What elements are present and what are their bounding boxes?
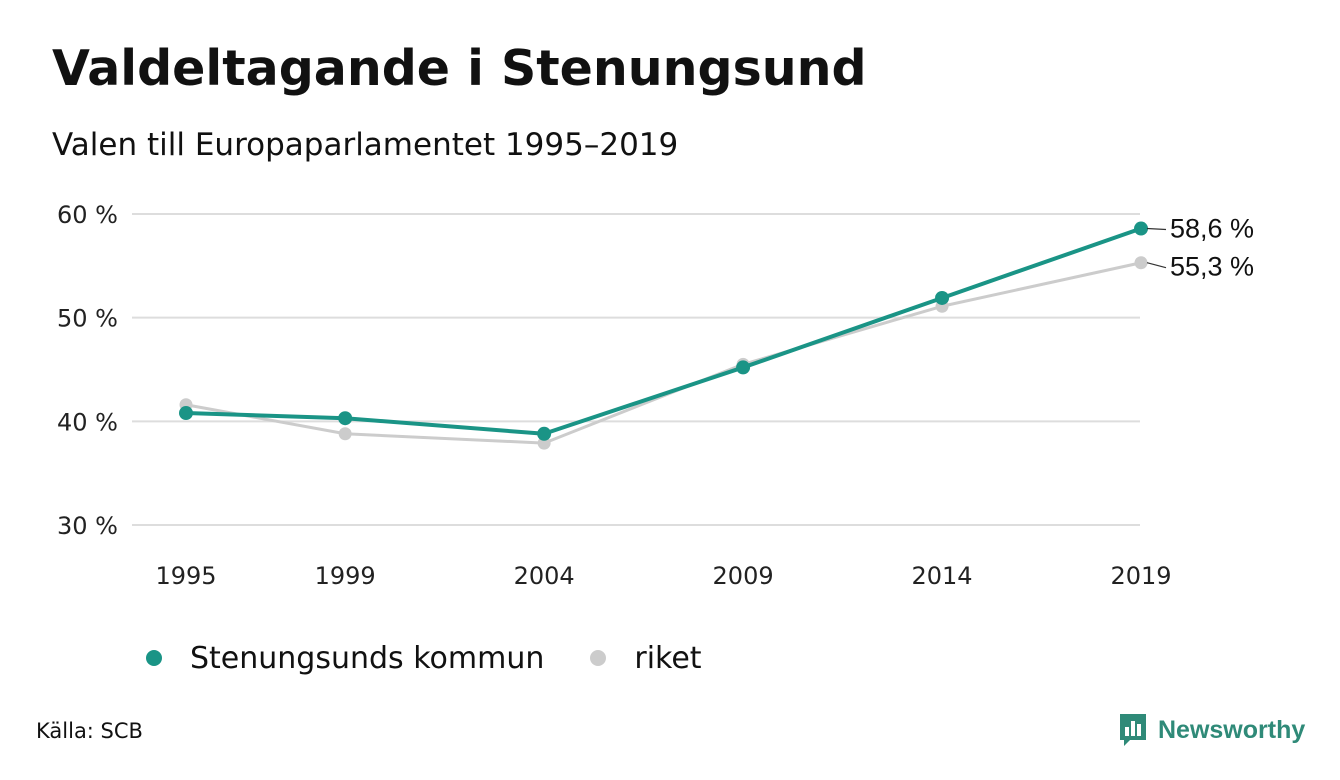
y-tick-label: 40 % [57,408,118,436]
end-value-label: 55,3 % [1170,252,1254,282]
x-tick-label: 1999 [315,562,376,590]
x-tick-label: 2014 [912,562,973,590]
label-leader-line [1146,262,1167,269]
y-tick-label: 60 % [57,201,118,229]
source-note: Källa: SCB [36,719,143,743]
legend-label: riket [634,640,702,676]
y-tick-label: 50 % [57,305,118,333]
label-leader-line [1146,227,1167,231]
x-tick-label: 1995 [155,562,216,590]
x-axis-tick-labels: 1995 1999 2004 2009 2014 2019 [155,562,1171,590]
brand-logo: Newsworthy [1118,712,1305,748]
line-chart: 30 % 40 % 50 % 60 % 1995 1999 2004 2009 2014 201… [57,201,1254,590]
legend-dot-icon [590,650,607,666]
data-point [179,406,193,421]
grid-lines [132,213,1140,526]
data-point [537,426,552,441]
y-axis-tick-labels: 30 % 40 % 50 % 60 % [57,201,118,540]
series-lines [179,221,1148,450]
legend: Stenungsunds kommun riket [140,638,742,678]
series-line [185,226,1142,436]
y-tick-label: 30 % [57,512,118,540]
x-tick-label: 2009 [713,562,774,590]
legend-item-stenungsund: Stenungsunds kommun [140,641,544,676]
legend-dot-icon [146,650,162,666]
legend-item-riket: riket [584,640,702,676]
legend-label: Stenungsunds kommun [190,640,545,676]
data-point [935,290,950,305]
x-tick-label: 2004 [514,562,575,590]
data-point [338,411,353,426]
chart-title: Valdeltagande i Stenungsund [52,40,867,97]
data-point [736,360,751,375]
x-tick-label: 2019 [1110,562,1171,590]
end-value-labels: 55,3 % 58,6 % [1146,214,1254,282]
data-point [338,427,352,441]
brand-name: Newsworthy [1158,715,1306,744]
data-point [1134,256,1148,270]
data-point [1134,221,1148,236]
bar-chart-speech-bubble-icon [1120,714,1146,746]
chart-subtitle: Valen till Europaparlamentet 1995–2019 [52,127,679,163]
end-value-label: 58,6 % [1170,214,1254,244]
series-line [185,261,1142,445]
